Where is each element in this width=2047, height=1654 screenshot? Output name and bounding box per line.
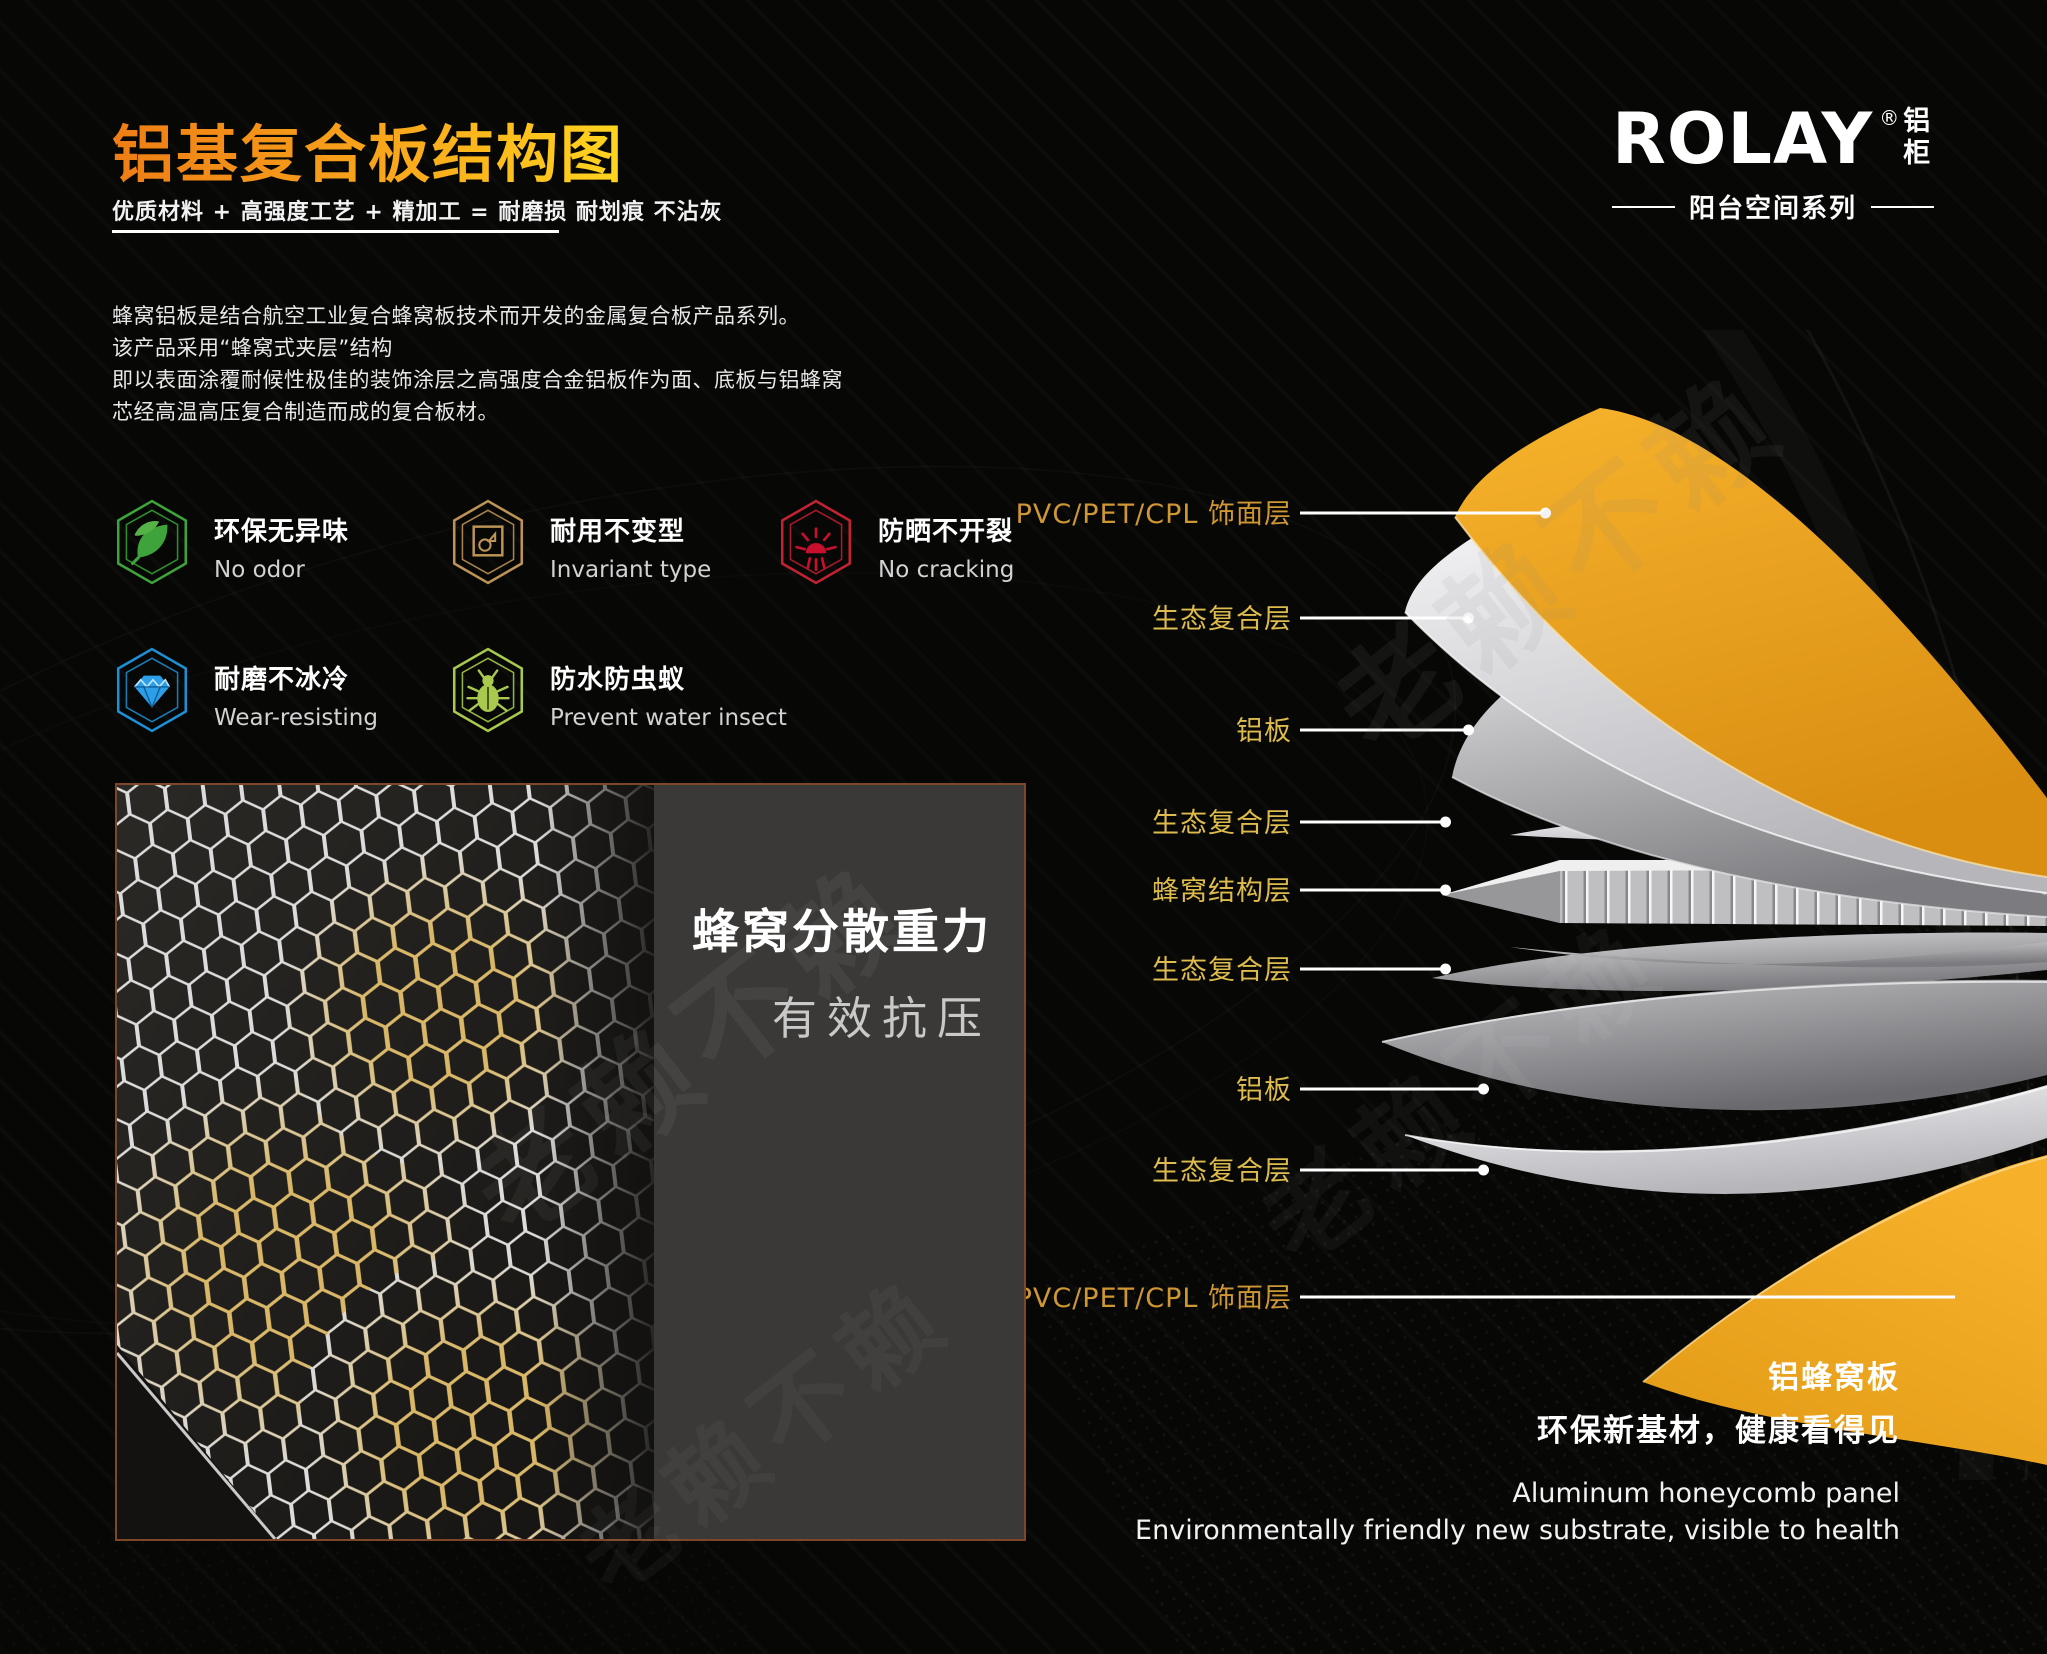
leader-dot xyxy=(1463,612,1474,624)
layer-label: 生态复合层 xyxy=(1152,1155,1292,1187)
leader-dot xyxy=(1463,724,1474,736)
feature-title: 防晒不开裂 xyxy=(878,517,1014,547)
layer-label: 蜂窝结构层 xyxy=(1152,875,1292,907)
page-title: 铝基复合板结构图 xyxy=(112,104,624,194)
leader-line xyxy=(1300,1168,1483,1172)
layer-sheet-eco-below2 xyxy=(1405,1085,2047,1194)
layer-sliver-bottom xyxy=(1510,942,2047,968)
diamond-icon xyxy=(116,647,188,733)
brand-suffix-bottom: 柜 xyxy=(1903,138,1931,169)
intro-line: 该产品采用“蜂窝式夹层”结构 xyxy=(112,336,393,360)
brand-name: ROLAY xyxy=(1612,98,1874,180)
caption-sub: 有效抗压 xyxy=(771,992,992,1045)
leader-dot xyxy=(1440,963,1451,975)
feature-sunproof: 防晒不开裂 No cracking xyxy=(776,498,1014,586)
layer-label: 生态复合层 xyxy=(1152,603,1292,635)
feature-subtitle: Invariant type xyxy=(550,557,712,583)
footer-slogan-en: Environmentally friendly new substrate, … xyxy=(1135,1515,1900,1546)
feature-title: 防水防虫蚁 xyxy=(550,665,686,695)
leader-line xyxy=(1300,728,1468,732)
intro-paragraph: 蜂窝铝板是结合航空工业复合蜂窝板技术而开发的金属复合板产品系列。 该产品采用“蜂… xyxy=(112,300,843,428)
layer-label: PVC/PET/CPL 饰面层 xyxy=(1015,498,1292,530)
layer-label: 生态复合层 xyxy=(1152,807,1292,839)
leader-dot xyxy=(1440,884,1451,896)
leader-line xyxy=(1300,888,1445,892)
subtitle-underline xyxy=(112,230,559,233)
feature-title: 耐用不变型 xyxy=(550,517,686,547)
leader-line xyxy=(1300,616,1468,620)
leader-line xyxy=(1300,967,1445,971)
feature-subtitle: Wear-resisting xyxy=(214,705,378,731)
footer-title-zh: 铝蜂窝板 xyxy=(1768,1360,1900,1396)
series-label: 阳台空间系列 xyxy=(1689,194,1858,224)
leader-dot xyxy=(1440,816,1451,828)
intro-line: 蜂窝铝板是结合航空工业复合蜂窝板技术而开发的金属复合板产品系列。 xyxy=(112,304,800,328)
feature-subtitle: No odor xyxy=(214,557,305,583)
sun-icon xyxy=(780,499,852,585)
series-dash-right xyxy=(1871,205,1935,208)
feature-wear: 耐磨不冰冷 Wear-resisting xyxy=(112,646,378,734)
feature-subtitle: No cracking xyxy=(878,557,1015,583)
intro-line: 芯经高温高压复合制造而成的复合板材。 xyxy=(112,400,499,424)
honeycomb-photo-panel: 蜂窝分散重力 有效抗压 xyxy=(115,783,1026,1541)
layer-label: 铝板 xyxy=(1236,715,1292,747)
leaf-icon xyxy=(116,499,188,585)
leader-dot xyxy=(1478,1164,1489,1176)
layer-label: PVC/PET/CPL 饰面层 xyxy=(1015,1282,1292,1314)
feature-eco: 环保无异味 No odor xyxy=(112,498,349,586)
honeycomb-mesh-photo xyxy=(117,785,654,1539)
layer-sheet-pvc-top xyxy=(1455,408,2047,877)
leader-line xyxy=(1300,1087,1483,1091)
footer-slogan-zh: 环保新基材，健康看得见 xyxy=(1537,1413,1900,1449)
feature-subtitle: Prevent water insect xyxy=(550,705,787,731)
layer-sheet-pvc-bottom xyxy=(1643,1155,2047,1465)
series-dash-left xyxy=(1612,205,1675,208)
feature-title: 环保无异味 xyxy=(214,517,350,547)
footer-block: 铝蜂窝板 环保新基材，健康看得见 Aluminum honeycomb pane… xyxy=(1135,1352,1900,1546)
caption-main: 蜂窝分散重力 xyxy=(692,905,992,960)
leader-dot xyxy=(1478,1083,1489,1095)
layer-diagram-illustration xyxy=(1381,330,2047,1480)
layer-sheet-eco-below1 xyxy=(1432,932,2047,992)
leader-dot xyxy=(1540,507,1551,519)
bug-icon xyxy=(452,647,524,733)
brand-logo: ROLAY ® 铝 柜 阳台空间系列 xyxy=(1612,98,1935,225)
layer-label: 铝板 xyxy=(1236,1074,1292,1106)
photo-caption: 蜂窝分散重力 有效抗压 xyxy=(692,893,992,1047)
leader-line xyxy=(1300,820,1445,824)
brand-series: 阳台空间系列 xyxy=(1612,188,1935,225)
brand-suffix-top: 铝 xyxy=(1903,106,1931,137)
intro-line: 即以表面涂覆耐候性极佳的装饰涂层之高强度合金铝板作为面、底板与铝蜂窝 xyxy=(112,368,843,392)
page-subtitle: 优质材料 + 高强度工艺 + 精加工 = 耐磨损 耐划痕 不沾灰 xyxy=(112,200,723,225)
panel-icon xyxy=(452,499,524,585)
leader-line xyxy=(1300,511,1545,515)
feature-title: 耐磨不冰冷 xyxy=(214,665,350,695)
feature-waterproof: 防水防虫蚁 Prevent water insect xyxy=(448,646,787,734)
registered-mark: ® xyxy=(1879,106,1900,130)
feature-durable: 耐用不变型 Invariant type xyxy=(448,498,711,586)
footer-title-en: Aluminum honeycomb panel xyxy=(1512,1478,1900,1509)
layer-label: 生态复合层 xyxy=(1152,954,1292,986)
leader-line xyxy=(1300,1295,1955,1299)
